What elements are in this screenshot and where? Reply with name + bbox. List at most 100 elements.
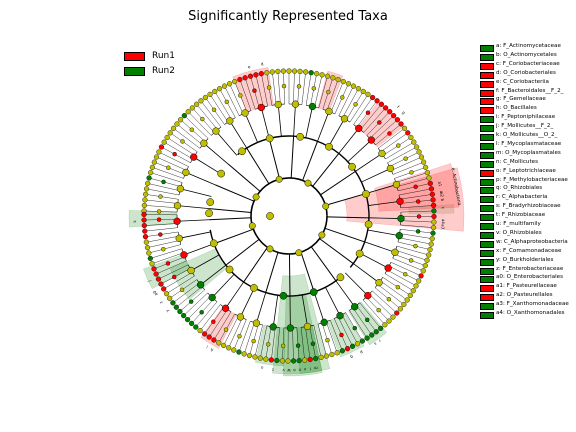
clade-key-swatch	[480, 80, 494, 88]
taxon-node	[226, 117, 234, 125]
tree-branch	[342, 88, 359, 118]
tree-branch	[344, 272, 369, 296]
taxon-node	[143, 191, 149, 197]
root-node	[266, 212, 274, 220]
tree-branch	[400, 220, 434, 223]
tree-branch	[305, 72, 312, 106]
tree-branch	[353, 263, 380, 283]
taxon-node	[349, 343, 356, 349]
taxon-node	[429, 191, 435, 197]
tree-branch	[254, 324, 263, 357]
taxon-node	[232, 78, 238, 85]
taxon-node	[360, 88, 366, 95]
sector-label: a4	[441, 219, 446, 225]
taxon-node	[158, 281, 164, 287]
clade-key-text: p: F_Methylobacteriaceae	[496, 176, 568, 183]
clade-key-swatch	[480, 89, 494, 97]
taxon-node	[226, 81, 233, 87]
taxon-node	[156, 209, 162, 214]
taxon-node	[365, 110, 371, 115]
sector-label: r	[377, 338, 382, 343]
tree-branch	[317, 324, 327, 357]
tree-branch	[177, 205, 210, 210]
taxon-node	[339, 348, 345, 354]
sector-label: e	[247, 64, 251, 70]
sector-label: l	[310, 366, 312, 371]
taxon-node	[142, 197, 148, 203]
clade-key-swatch	[480, 240, 494, 248]
tree-branch	[359, 302, 381, 329]
taxon-node	[247, 73, 254, 79]
taxon-node	[166, 165, 171, 170]
taxon-node	[172, 274, 177, 280]
clade-key-text: e: C_Coriobacteriia	[496, 78, 549, 85]
taxon-node	[149, 261, 155, 267]
taxon-node	[382, 322, 388, 328]
tree-branch	[391, 156, 422, 171]
taxon-node	[248, 222, 256, 230]
tree-branch	[367, 229, 400, 237]
tree-branch	[229, 83, 244, 114]
taxon-node	[180, 139, 185, 144]
taxon-node	[397, 306, 404, 312]
tree-branch	[179, 231, 211, 239]
taxon-node	[383, 105, 389, 111]
taxon-node	[205, 209, 213, 218]
taxon-node	[185, 109, 191, 115]
taxon-node	[407, 292, 413, 298]
taxon-node	[153, 154, 160, 160]
tree-branch	[213, 311, 232, 341]
taxon-node	[190, 153, 198, 161]
clade-key-swatch	[480, 187, 494, 195]
taxon-node	[177, 308, 183, 315]
tree-branch	[324, 227, 365, 243]
taxon-node	[193, 101, 200, 107]
taxon-node	[280, 68, 287, 74]
taxon-node	[189, 127, 194, 132]
taxon-node	[369, 332, 375, 338]
taxon-node	[391, 248, 399, 256]
sector-label: a3	[440, 224, 445, 230]
taxon-node	[279, 358, 286, 364]
taxon-node	[173, 202, 182, 210]
sector-label: a2	[439, 192, 445, 198]
taxon-node	[313, 355, 319, 362]
tree-branch	[398, 237, 432, 245]
tree-branch	[158, 151, 189, 167]
taxon-node	[296, 84, 302, 89]
tree-branch	[265, 252, 279, 293]
tree-branch	[288, 253, 291, 297]
clade-key-text: a3: F_Xanthomonadaceae	[496, 301, 569, 308]
tree-branch	[176, 286, 203, 308]
tree-branch	[290, 136, 295, 179]
tree-branch	[193, 156, 222, 175]
legend-label-run2: Run2	[152, 66, 175, 76]
tree-branch	[377, 284, 405, 305]
clade-key-text: s: F_Bradyrhizobiaceae	[496, 203, 561, 210]
tree-branch	[239, 79, 252, 111]
tree-branch	[361, 168, 391, 183]
taxon-node	[189, 320, 195, 327]
taxon-node	[352, 325, 357, 331]
taxon-node	[146, 250, 152, 256]
taxon-node	[424, 257, 430, 263]
taxon-node	[189, 105, 195, 111]
taxon-node	[141, 202, 147, 208]
taxon-node	[175, 234, 183, 242]
tree-branch	[300, 251, 315, 293]
sector-label: q	[349, 354, 354, 360]
tree-branch	[320, 170, 356, 196]
taxon-node	[304, 179, 312, 187]
clade-key-text: o: F_Leptotrichiaceae	[496, 167, 556, 174]
taxon-node	[252, 88, 257, 93]
sector-label: f	[396, 104, 401, 109]
tree-branch	[256, 292, 267, 324]
tree-branch	[225, 238, 260, 266]
taxon-node	[324, 73, 331, 79]
taxon-node	[426, 252, 432, 258]
taxon-node	[237, 333, 242, 339]
taxon-node	[225, 265, 234, 274]
tree-branch	[238, 321, 251, 353]
taxon-node	[431, 208, 437, 214]
